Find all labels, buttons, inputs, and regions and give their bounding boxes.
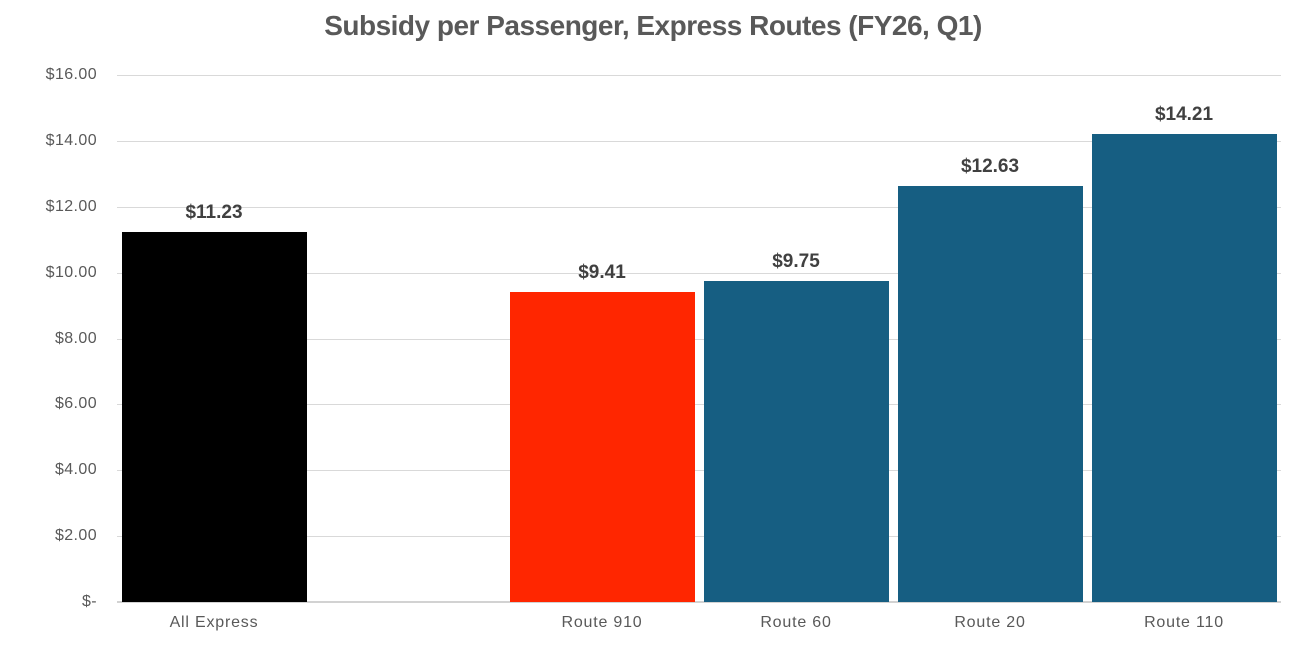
bar-route-20: [897, 186, 1083, 602]
x-tick-label-route-910: Route 910: [561, 614, 643, 631]
data-label-route-60: $9.75: [772, 250, 820, 272]
plot-area: $11.23 $9.41 $9.75 $12.63 $14.21: [117, 75, 1281, 603]
gridline: [117, 75, 1281, 76]
gridline: [117, 272, 1281, 274]
x-axis-line: [117, 601, 1281, 603]
y-tick-label: $10.00: [45, 263, 97, 281]
x-tick-label-route-20: Route 20: [954, 614, 1026, 631]
gridline: [117, 206, 1281, 208]
gridline: [117, 470, 1281, 472]
data-label-route-910: $9.41: [578, 262, 626, 284]
gridline: [117, 404, 1281, 406]
bar-route-60: [703, 280, 889, 602]
data-label-route-20: $12.63: [960, 156, 1020, 177]
y-tick-label: $4.00: [54, 461, 97, 479]
y-tick-label: $8.00: [54, 329, 97, 347]
y-tick-label: $2.00: [54, 527, 97, 545]
gridline: [117, 140, 1281, 142]
y-tick-label: $-: [81, 593, 97, 610]
y-tick-label: $14.00: [45, 131, 97, 149]
x-tick-label-route-60: Route 60: [760, 614, 832, 631]
data-label-all-express: $11.23: [185, 202, 243, 224]
data-label-route-110: $14.21: [1154, 103, 1214, 125]
chart-title: Subsidy per Passenger, Express Routes (F…: [324, 10, 982, 41]
y-tick-label: $6.00: [54, 395, 97, 413]
gridline: [117, 338, 1281, 340]
bar-route-910: [509, 292, 695, 602]
bar-all-express: [121, 232, 307, 602]
bar-route-110: [1091, 133, 1277, 602]
y-tick-label: $16.00: [45, 66, 97, 83]
y-tick-label: $12.00: [45, 197, 97, 215]
x-tick-label-all-express: All Express: [169, 614, 259, 631]
x-tick-label-route-110: Route 110: [1144, 614, 1224, 631]
gridline: [117, 536, 1281, 538]
